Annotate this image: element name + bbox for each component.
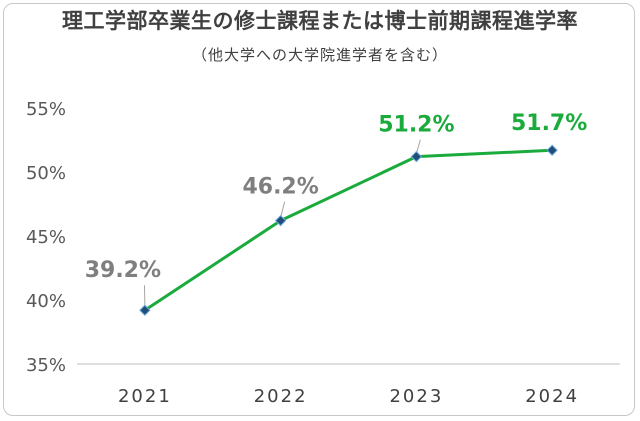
series-line — [145, 150, 552, 310]
data-point-marker — [411, 152, 421, 162]
data-label-leader — [281, 202, 285, 218]
y-tick-label: 45% — [26, 227, 66, 248]
data-label: 39.2% — [85, 258, 161, 283]
y-tick-label: 40% — [26, 291, 66, 312]
x-tick-label: 2024 — [525, 386, 579, 407]
y-tick-label: 55% — [26, 99, 66, 120]
y-tick-label: 50% — [26, 163, 66, 184]
y-tick-label: 35% — [26, 355, 66, 376]
x-tick-label: 2022 — [254, 386, 308, 407]
data-label: 51.2% — [378, 113, 454, 138]
data-label: 46.2% — [242, 175, 318, 200]
x-tick-label: 2021 — [118, 386, 172, 407]
line-chart: 35% 40% 45% 50% 55% 2021 2022 2023 2024 39.2% 46.2… — [0, 0, 640, 421]
data-label: 51.7% — [511, 111, 587, 136]
x-tick-label: 2023 — [389, 386, 443, 407]
data-point-marker — [547, 145, 557, 155]
